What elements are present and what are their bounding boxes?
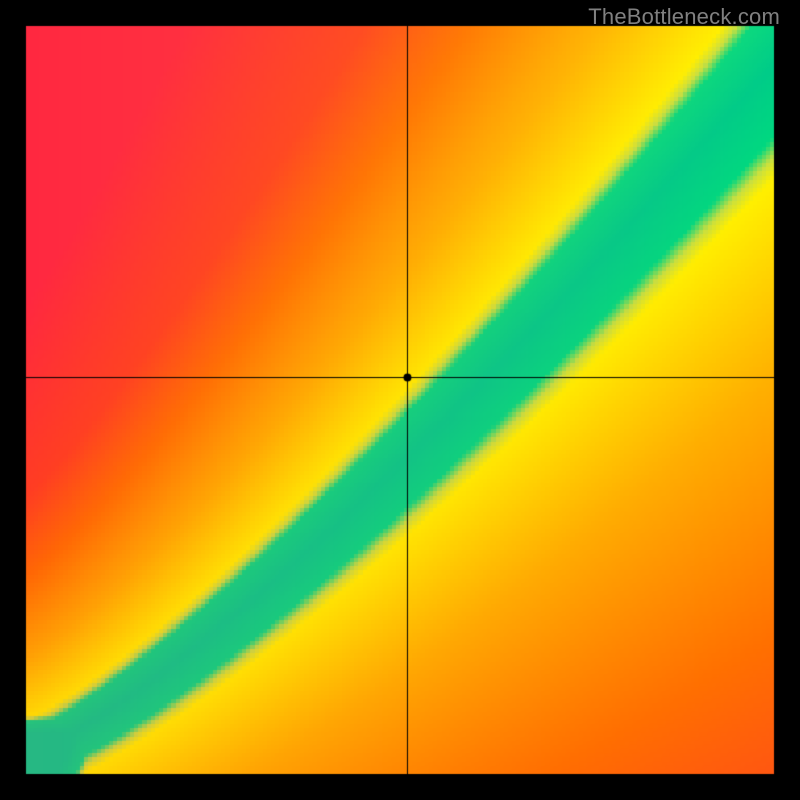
watermark-text: TheBottleneck.com [588, 4, 780, 30]
chart-container: TheBottleneck.com [0, 0, 800, 800]
heatmap-canvas [0, 0, 800, 800]
